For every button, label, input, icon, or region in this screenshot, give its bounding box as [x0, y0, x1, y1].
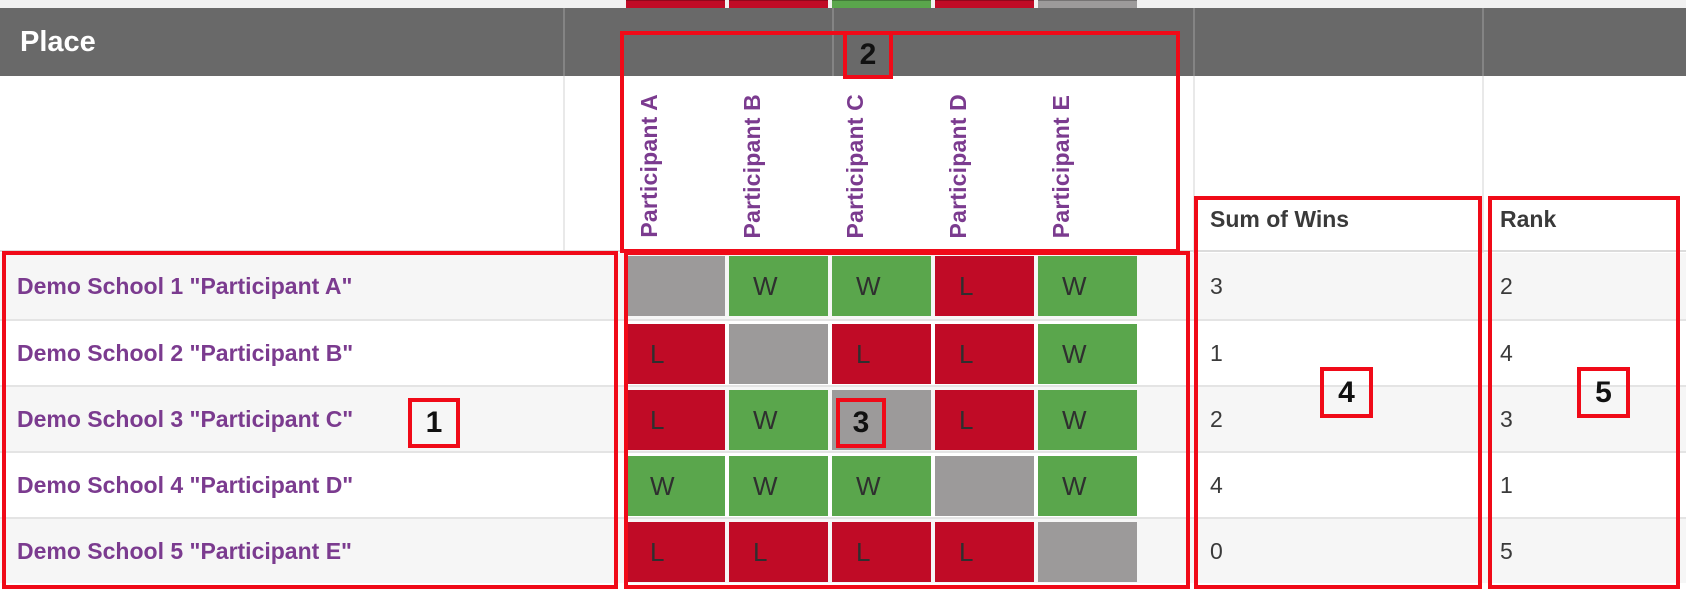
result-cell: W — [626, 456, 725, 516]
school-link[interactable]: Demo School 1 "Participant A" — [17, 272, 353, 299]
result-cell — [832, 390, 931, 450]
column-header-participant-e: Participant E — [1038, 78, 1137, 250]
column-header-participant-d: Participant D — [935, 78, 1034, 250]
cutoff-cell — [626, 0, 725, 8]
result-cell: W — [1038, 390, 1137, 450]
result-cell: L — [729, 522, 828, 582]
result-cell: W — [729, 390, 828, 450]
result-cell — [935, 456, 1034, 516]
participant-label: Participant C — [842, 93, 868, 238]
bar-divider — [1482, 8, 1484, 76]
bar-divider — [1193, 8, 1195, 76]
rank-value: 1 — [1500, 471, 1513, 498]
result-cell: W — [832, 456, 931, 516]
result-cell: L — [832, 324, 931, 384]
section-title: Place — [20, 25, 96, 58]
cutoff-cell — [935, 0, 1034, 8]
result-cell: W — [729, 456, 828, 516]
sum-of-wins-value: 4 — [1210, 471, 1223, 498]
column-header-sum-of-wins: Sum of Wins — [1210, 206, 1350, 232]
column-header-participant-c: Participant C — [832, 78, 931, 250]
section-header-bar: Place — [0, 8, 1686, 76]
result-cell: L — [935, 256, 1034, 316]
participant-label: Participant B — [739, 93, 765, 238]
cutoff-cell — [1038, 0, 1137, 8]
result-cell: L — [626, 522, 725, 582]
rank-value: 5 — [1500, 537, 1513, 564]
bar-divider — [832, 8, 834, 76]
result-cell: L — [626, 390, 725, 450]
result-cell: W — [832, 256, 931, 316]
rank-value: 3 — [1500, 405, 1513, 432]
header-divider — [1193, 76, 1195, 253]
school-link[interactable]: Demo School 5 "Participant E" — [17, 537, 352, 564]
result-cell: L — [935, 522, 1034, 582]
participant-label: Participant E — [1048, 94, 1074, 238]
result-cell: L — [832, 522, 931, 582]
result-cell: L — [626, 324, 725, 384]
rank-value: 4 — [1500, 339, 1513, 366]
participant-label: Participant A — [636, 94, 662, 238]
result-cell: W — [1038, 324, 1137, 384]
cutoff-cell — [832, 0, 931, 8]
table-row: Demo School 2 "Participant B" L L L W 1 … — [0, 319, 1686, 385]
result-cell — [626, 256, 725, 316]
school-link[interactable]: Demo School 3 "Participant C" — [17, 405, 354, 432]
result-cell — [729, 324, 828, 384]
header-divider — [563, 76, 565, 253]
column-header-participant-b: Participant B — [729, 78, 828, 250]
result-cell: L — [935, 390, 1034, 450]
cutoff-cell — [729, 0, 828, 8]
result-cell: W — [1038, 256, 1137, 316]
table-row: Demo School 3 "Participant C" L W L W 2 … — [0, 385, 1686, 451]
result-cell: W — [1038, 456, 1137, 516]
participant-label: Participant D — [945, 93, 971, 238]
table-row: Demo School 4 "Participant D" W W W W 4 … — [0, 451, 1686, 517]
sum-of-wins-value: 1 — [1210, 339, 1223, 366]
table-header-area — [0, 76, 1686, 253]
table-row: Demo School 5 "Participant E" L L L L 0 … — [0, 517, 1686, 583]
column-header-rank: Rank — [1500, 206, 1557, 232]
sum-of-wins-value: 0 — [1210, 537, 1223, 564]
table-row: Demo School 1 "Participant A" W W L W 3 … — [0, 253, 1686, 319]
rank-value: 2 — [1500, 272, 1513, 299]
result-cell: L — [935, 324, 1034, 384]
school-link[interactable]: Demo School 4 "Participant D" — [17, 471, 354, 498]
bar-divider — [563, 8, 565, 76]
header-bottom-border — [0, 250, 1686, 252]
school-link[interactable]: Demo School 2 "Participant B" — [17, 339, 354, 366]
result-cell — [1038, 522, 1137, 582]
header-divider — [1482, 76, 1484, 253]
result-cell: W — [729, 256, 828, 316]
sum-of-wins-value: 3 — [1210, 272, 1223, 299]
cutoff-row-strip — [0, 0, 1686, 8]
column-header-participant-a: Participant A — [626, 78, 725, 250]
sum-of-wins-value: 2 — [1210, 405, 1223, 432]
